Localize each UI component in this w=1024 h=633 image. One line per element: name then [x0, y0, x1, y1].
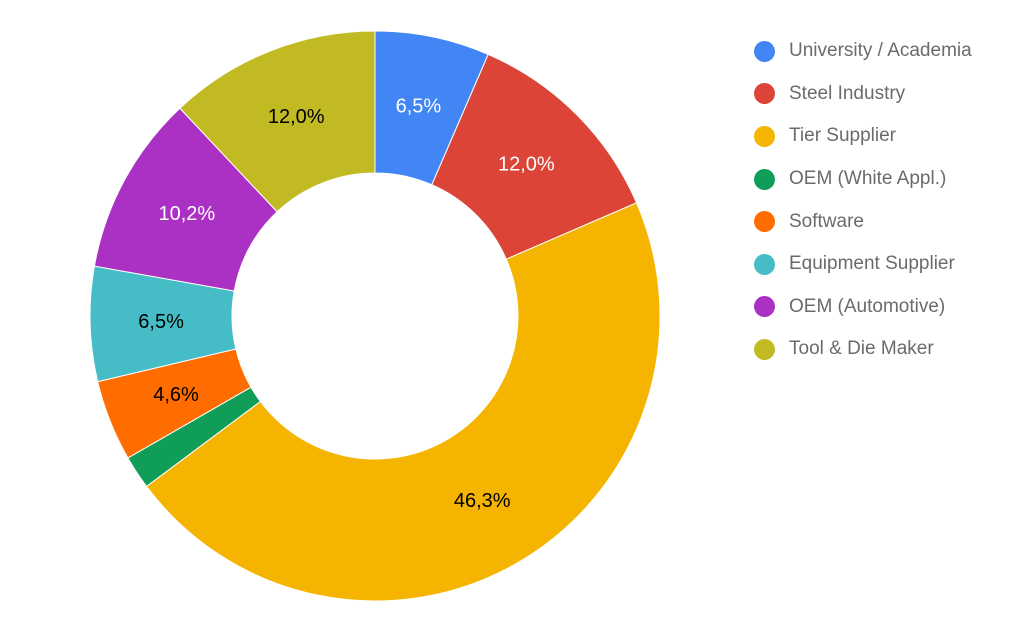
- legend-item-tier-supplier[interactable]: Tier Supplier: [754, 115, 972, 158]
- legend-item-software[interactable]: Software: [754, 200, 972, 243]
- slice-tier-supplier: [145, 202, 661, 602]
- legend-label: Steel Industry: [789, 82, 906, 104]
- legend-label: Equipment Supplier: [789, 253, 955, 275]
- slice-tool-die-maker: [179, 30, 376, 213]
- legend-swatch: [754, 338, 775, 360]
- legend-label: OEM (White Appl.): [789, 168, 947, 190]
- slice-label-steel-industry: 12,0%: [498, 154, 555, 176]
- legend-label: Tier Supplier: [789, 125, 897, 147]
- legend-item-tool-die-maker[interactable]: Tool & Die Maker: [754, 328, 972, 371]
- legend-item-steel-industry[interactable]: Steel Industry: [754, 73, 972, 116]
- legend-swatch: [754, 83, 775, 105]
- legend-swatch: [754, 253, 775, 275]
- legend-swatch: [754, 296, 775, 318]
- slice-label-software: 4,6%: [153, 384, 199, 406]
- slice-label-equipment-supplier: 6,5%: [138, 311, 184, 333]
- chart-legend: University / Academia Steel Industry Tier …: [754, 30, 972, 371]
- legend-label: Software: [789, 210, 864, 232]
- legend-label: OEM (Automotive): [789, 295, 946, 317]
- legend-swatch: [754, 168, 775, 190]
- slice-label-tool-die-maker: 12,0%: [268, 106, 325, 128]
- legend-item-oem-automotive[interactable]: OEM (Automotive): [754, 286, 972, 329]
- legend-swatch: [754, 40, 775, 62]
- legend-item-university-academia[interactable]: University / Academia: [754, 30, 972, 73]
- legend-label: Tool & Die Maker: [789, 338, 934, 360]
- slice-label-university-academia: 6,5%: [396, 95, 442, 117]
- slice-label-oem-automotive: 10,2%: [158, 203, 215, 225]
- slice-label-tier-supplier: 46,3%: [454, 490, 511, 512]
- legend-item-oem-white-appl[interactable]: OEM (White Appl.): [754, 158, 972, 201]
- slice-steel-industry: [431, 53, 638, 260]
- legend-item-equipment-supplier[interactable]: Equipment Supplier: [754, 243, 972, 286]
- legend-swatch: [754, 125, 775, 147]
- legend-swatch: [754, 211, 775, 233]
- legend-label: University / Academia: [789, 40, 972, 62]
